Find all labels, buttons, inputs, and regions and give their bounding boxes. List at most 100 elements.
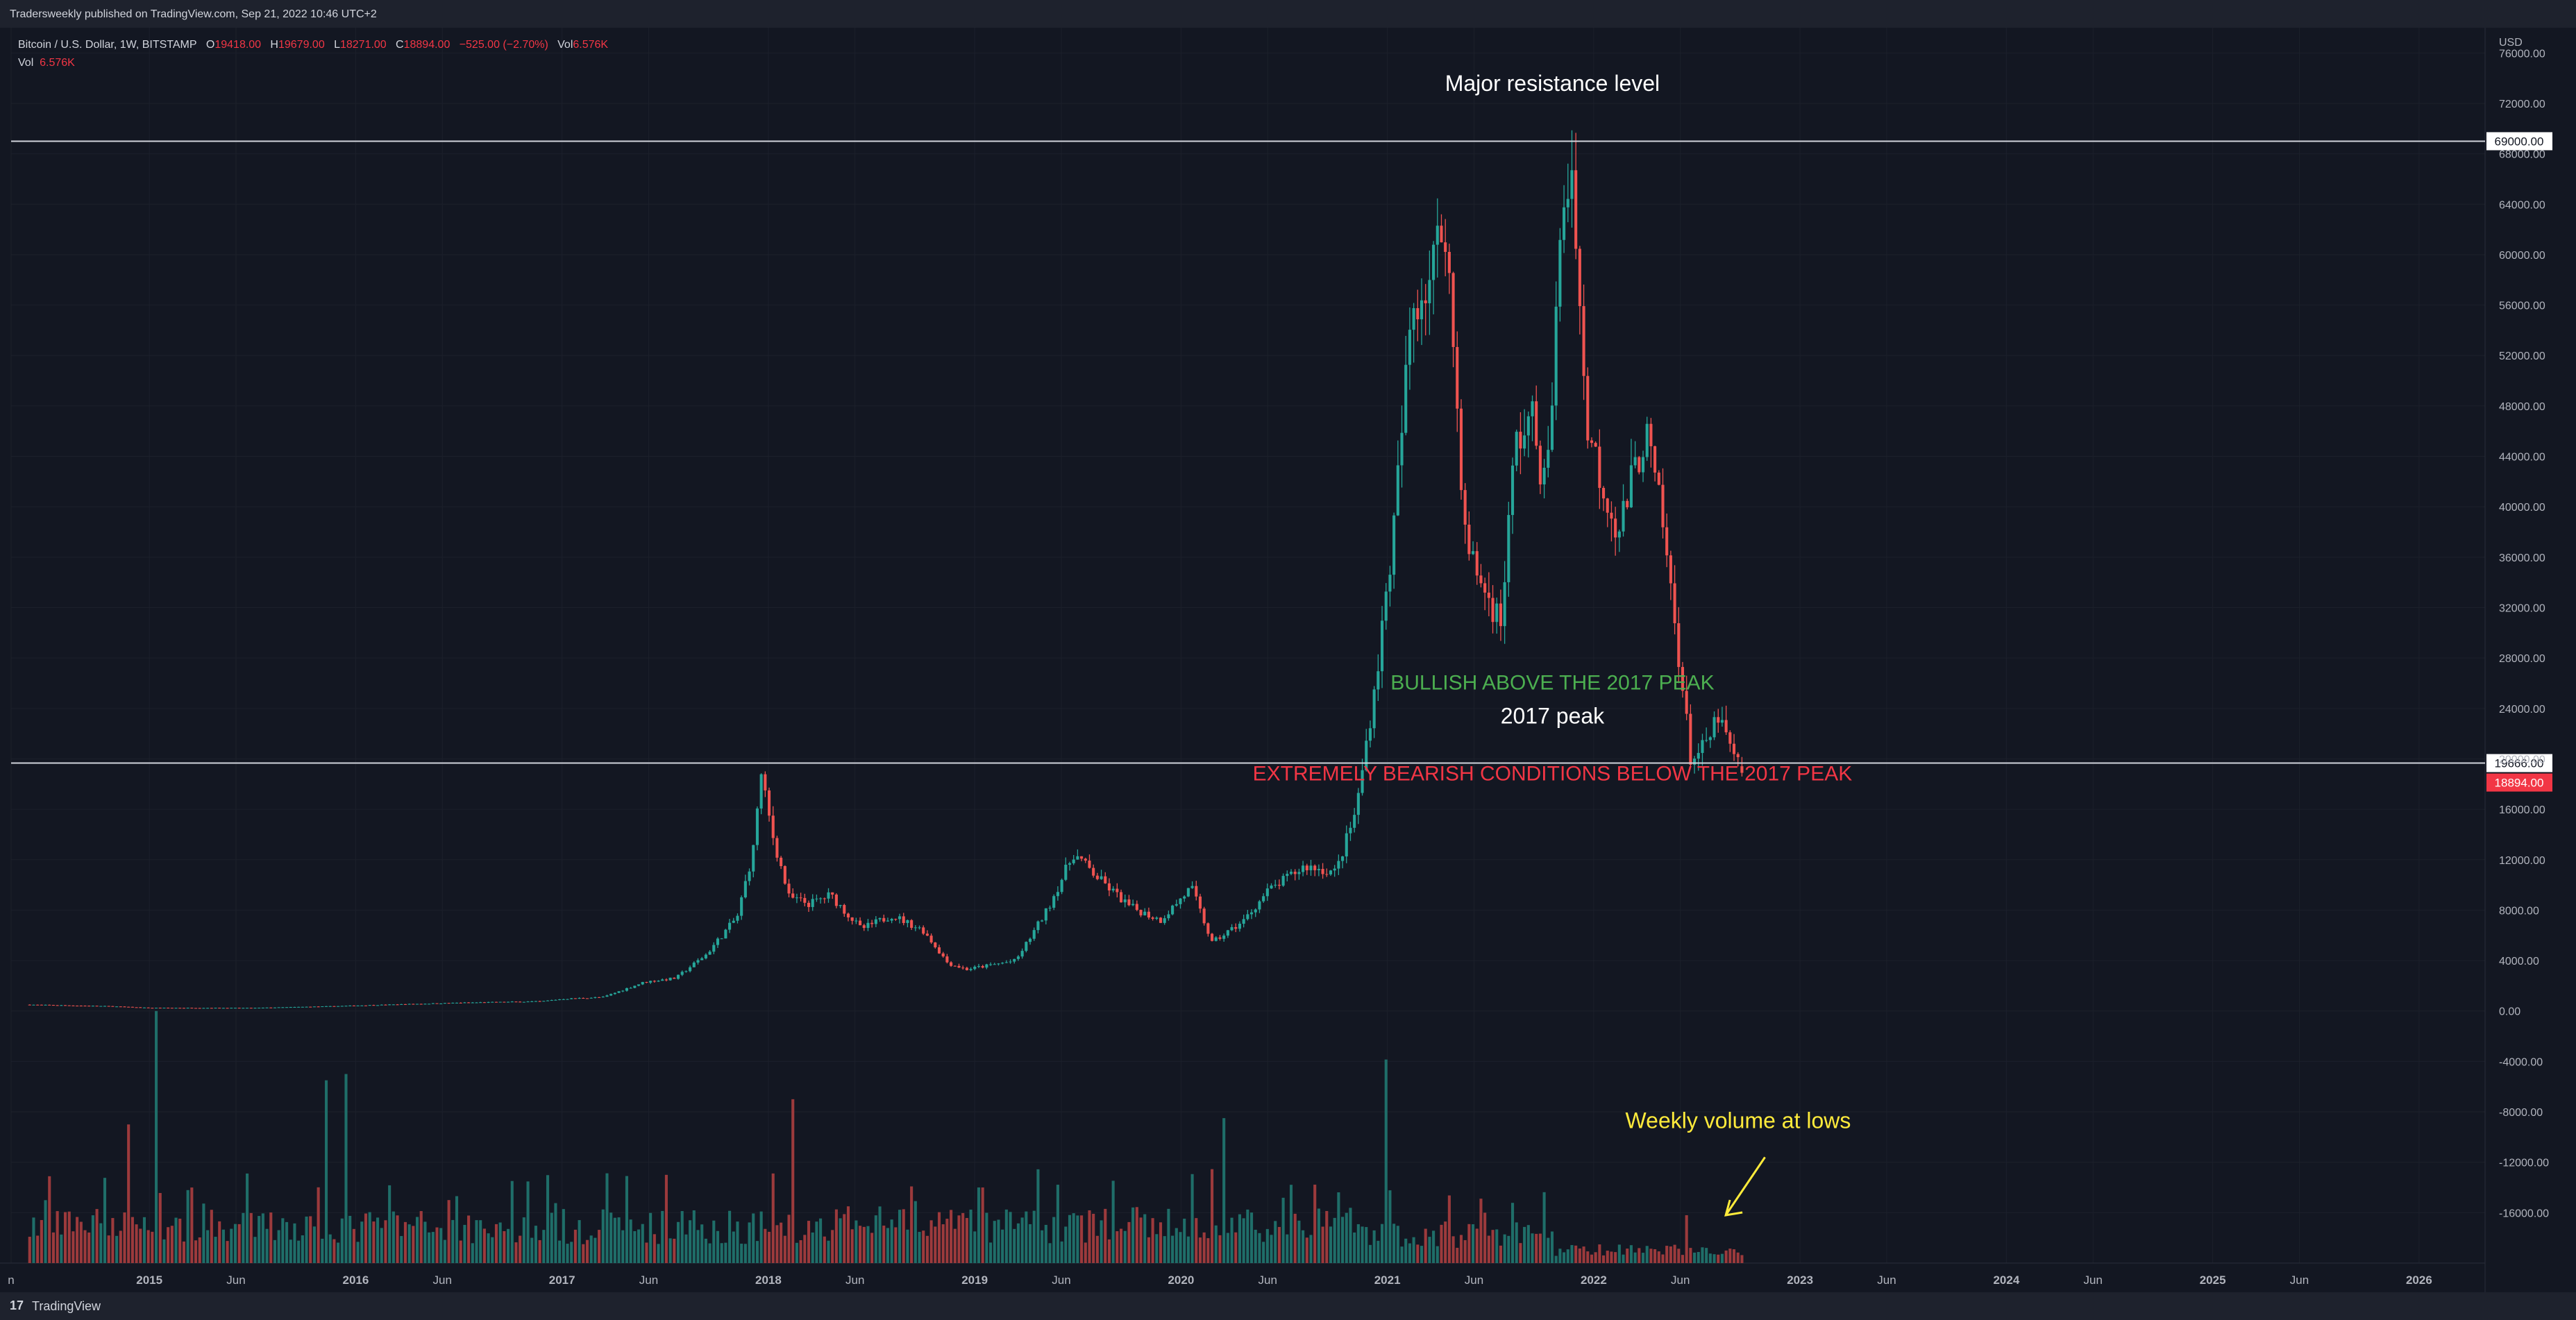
- candle-body: [388, 1004, 392, 1006]
- volume-bar: [1633, 1252, 1637, 1263]
- candle-body: [455, 1002, 459, 1004]
- volume-bar: [79, 1221, 83, 1263]
- volume-bar: [123, 1212, 126, 1263]
- candle-body: [570, 998, 573, 999]
- volume-bar: [146, 1230, 150, 1263]
- volume-bar: [60, 1234, 63, 1263]
- candle-body: [1447, 251, 1451, 273]
- volume-bar: [689, 1220, 692, 1263]
- candle-body: [1412, 308, 1415, 330]
- volume-bar: [1329, 1226, 1333, 1263]
- volume-bar: [1701, 1247, 1704, 1263]
- candle-body: [1317, 869, 1320, 870]
- volume-bar: [1356, 1224, 1360, 1263]
- volume-bar: [1554, 1255, 1558, 1263]
- volume-bar: [273, 1239, 277, 1263]
- candle-body: [1025, 942, 1028, 951]
- volume-bar: [1242, 1218, 1245, 1263]
- volume-bar: [76, 1217, 79, 1263]
- volume-bar: [1305, 1237, 1308, 1263]
- volume-bar: [415, 1217, 419, 1263]
- candle-body: [645, 981, 648, 983]
- candle-body: [1547, 450, 1550, 468]
- volume-bar: [1206, 1238, 1210, 1263]
- candle-body: [1190, 886, 1194, 888]
- volume-bar: [878, 1206, 882, 1263]
- volume-bar: [1491, 1230, 1495, 1263]
- volume-bar: [1064, 1226, 1068, 1263]
- y-tick-label: 56000.00: [2499, 301, 2545, 312]
- volume-bar: [190, 1187, 194, 1263]
- volume-bar: [1459, 1235, 1463, 1263]
- volume-bar: [1163, 1236, 1166, 1263]
- volume-bar: [696, 1230, 700, 1263]
- volume-bar: [1249, 1212, 1254, 1263]
- volume-bar: [63, 1212, 67, 1263]
- volume-bar: [1685, 1215, 1688, 1263]
- x-tick-label: Jun: [1258, 1274, 1277, 1287]
- candle-body: [277, 1007, 280, 1008]
- volume-bar: [918, 1232, 921, 1263]
- volume-bar: [578, 1220, 581, 1263]
- candle-body: [941, 953, 945, 957]
- volume-bar: [277, 1230, 280, 1263]
- candle-body: [957, 965, 961, 968]
- y-tick-label: 0.00: [2499, 1006, 2520, 1018]
- candle-body: [937, 947, 941, 954]
- candle-body: [1226, 930, 1229, 936]
- candle-body: [716, 938, 720, 945]
- x-tick-label: 2024: [1993, 1274, 2019, 1287]
- candle-body: [728, 922, 732, 930]
- volume-bar: [309, 1216, 312, 1263]
- price-line-label-bg: [2486, 132, 2552, 151]
- candle-body: [1052, 896, 1056, 908]
- candle-body: [1131, 904, 1135, 906]
- y-tick-label: 16000.00: [2499, 804, 2545, 816]
- candle-body: [859, 920, 862, 926]
- volume-bar: [1195, 1218, 1198, 1263]
- candle-body: [514, 1001, 518, 1003]
- volume-bar: [1424, 1228, 1427, 1263]
- candle-body: [1104, 876, 1107, 883]
- volume-bar: [162, 1239, 166, 1263]
- candle-body: [1677, 623, 1681, 668]
- volume-bar: [115, 1235, 119, 1263]
- candle-body: [689, 967, 692, 972]
- candle-body: [400, 1004, 403, 1005]
- candle-body: [463, 1002, 466, 1004]
- volume-bar: [859, 1226, 862, 1263]
- candle-body: [1120, 892, 1123, 903]
- arrow-line: [1724, 1156, 1766, 1216]
- candle-body: [1258, 901, 1261, 910]
- volume-bar: [700, 1224, 704, 1263]
- volume-bar: [692, 1210, 696, 1263]
- volume-bar: [582, 1244, 585, 1263]
- candle-body: [649, 981, 653, 983]
- candle-body: [621, 990, 625, 992]
- candle-body: [625, 988, 629, 991]
- candle-body: [127, 1006, 131, 1008]
- volume-bar: [1246, 1209, 1249, 1263]
- chart-area[interactable]: 69000.00 19666.00 18894.00 76000.00 72000.00…: [0, 28, 2576, 1292]
- volume-bar: [107, 1235, 110, 1263]
- candle-body: [961, 967, 965, 969]
- candle-body: [1286, 874, 1289, 877]
- candle-body: [1712, 717, 1716, 738]
- volume-bar: [1712, 1254, 1716, 1263]
- price-chart-svg[interactable]: 69000.00 19666.00 18894.00 76000.00 72000.00…: [0, 28, 2576, 1292]
- candle-body: [831, 892, 834, 895]
- candle-body: [906, 920, 909, 923]
- volume-bar: [752, 1213, 755, 1263]
- volume-bar: [1602, 1255, 1606, 1263]
- volume-bar: [364, 1213, 368, 1263]
- candle-body: [1380, 620, 1384, 672]
- candle-body: [1554, 306, 1558, 406]
- candle-body: [1491, 598, 1495, 623]
- candle-body: [1349, 827, 1352, 834]
- candle-body: [56, 1005, 59, 1006]
- candle-body: [1483, 583, 1487, 593]
- volume-bar: [716, 1230, 720, 1263]
- candle-body: [447, 1003, 451, 1004]
- volume-bar: [1155, 1234, 1159, 1263]
- candle-body: [1526, 416, 1530, 436]
